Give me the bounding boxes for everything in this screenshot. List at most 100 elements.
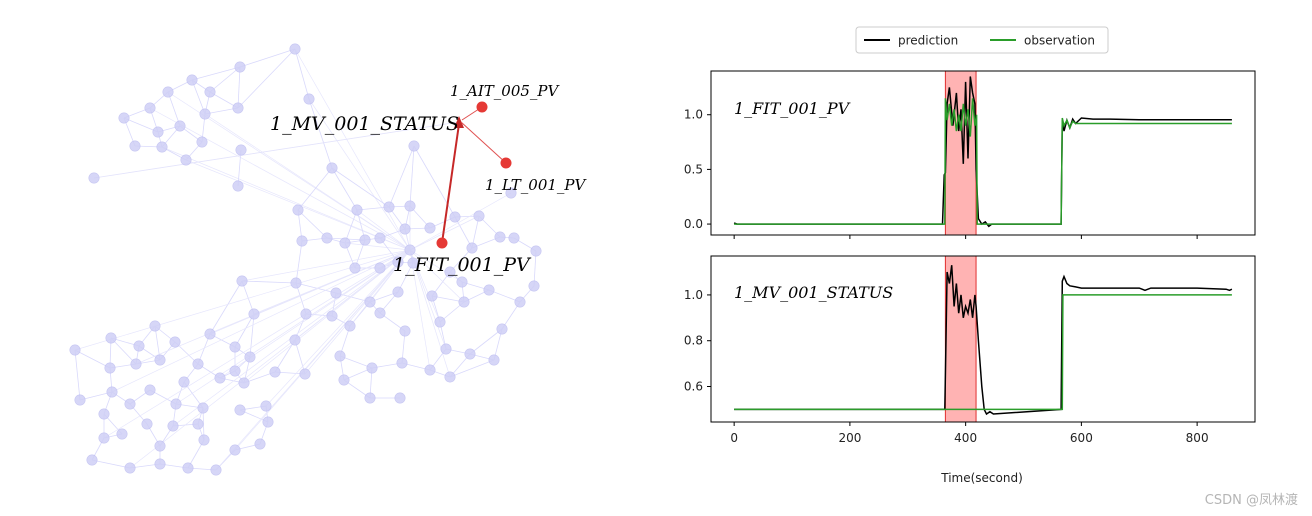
graph-edge xyxy=(331,167,390,208)
graph-edge xyxy=(110,337,137,365)
graph-node xyxy=(133,340,145,352)
edge-fit001-to-mv001 xyxy=(441,123,460,244)
graph-node xyxy=(464,348,476,360)
graph-node xyxy=(74,394,86,406)
graph-node xyxy=(197,402,209,414)
graph-edge xyxy=(123,117,159,133)
graph-node xyxy=(232,180,244,192)
graph-node xyxy=(483,284,495,296)
graph-edge xyxy=(209,280,243,335)
label-ait005: 1_AIT_005_PV xyxy=(450,82,561,100)
graph-node xyxy=(444,266,456,278)
graph-edge xyxy=(297,209,328,239)
graph-edge xyxy=(533,250,537,287)
graph-node xyxy=(124,462,136,474)
graph-edge xyxy=(191,66,241,81)
graph-node xyxy=(396,357,408,369)
graph-edge xyxy=(294,48,310,100)
graph-node xyxy=(321,232,333,244)
graph-edge xyxy=(294,339,306,375)
graph-node xyxy=(214,372,226,384)
graph-edge xyxy=(249,313,255,358)
graph-edge xyxy=(409,145,415,207)
graph-node xyxy=(289,334,301,346)
legend-label-observation: observation xyxy=(1024,34,1095,48)
graph-node xyxy=(326,310,338,322)
graph-node xyxy=(514,296,526,308)
graph-node xyxy=(204,328,216,340)
graph-edge xyxy=(241,280,297,284)
legend: prediction observation xyxy=(855,26,1109,54)
graph-node xyxy=(359,234,371,246)
graph-node xyxy=(162,86,174,98)
graph-node xyxy=(364,392,376,404)
graph-node xyxy=(254,438,266,450)
watermark: CSDN @凤林渡 xyxy=(1204,493,1298,508)
graph-edge xyxy=(409,249,451,378)
y-tick-label: 0.5 xyxy=(684,162,703,176)
graph-node xyxy=(144,102,156,114)
graph-edge xyxy=(135,249,411,365)
graph-node xyxy=(105,332,117,344)
graph-edge xyxy=(241,280,255,315)
graph-node xyxy=(154,458,166,470)
graph-edge xyxy=(339,355,373,369)
plot-frame-1 xyxy=(710,70,1256,236)
graph-node xyxy=(235,144,247,156)
graph-node xyxy=(364,296,376,308)
graph-node xyxy=(338,374,350,386)
graph-node xyxy=(458,296,470,308)
graph-edge xyxy=(409,249,465,303)
graph-node xyxy=(334,350,346,362)
graph-node xyxy=(530,245,542,257)
graph-edge xyxy=(74,349,81,401)
graph-node xyxy=(349,262,361,274)
graph-node xyxy=(299,368,311,380)
graph-node xyxy=(300,308,312,320)
graph-node xyxy=(186,74,198,86)
graph-node xyxy=(449,211,461,223)
graph-node xyxy=(192,358,204,370)
graph-node xyxy=(399,325,411,337)
graph-node xyxy=(473,210,485,222)
feature-graph: 1_AIT_005_PV 1_MV_001_STATUS 1_LT_001_PV… xyxy=(69,43,588,476)
graph-node xyxy=(528,280,540,292)
graph-node xyxy=(129,140,141,152)
graph-node xyxy=(229,365,241,377)
graph-node xyxy=(234,61,246,73)
graph-edge xyxy=(234,313,255,348)
graph-node xyxy=(244,351,256,363)
graph-node xyxy=(154,354,166,366)
graph-edge xyxy=(409,249,431,371)
graph-node xyxy=(351,204,363,216)
graph-node xyxy=(344,320,356,332)
ticks-2: 0.6 0.8 1.0 0 200 400 600 800 xyxy=(684,288,1209,445)
graph-node xyxy=(170,398,182,410)
timeseries-figure: prediction observation 0.0 0.5 1.0 1_FIT_0… xyxy=(684,26,1256,485)
graph-node xyxy=(88,172,100,184)
graph-edge xyxy=(191,79,206,115)
graph-node xyxy=(496,323,508,335)
x-tick-label: 600 xyxy=(1070,431,1093,445)
edge-lt001-to-mv001 xyxy=(460,121,507,164)
graph-node xyxy=(98,432,110,444)
graph-node xyxy=(248,308,260,320)
graph-node xyxy=(229,444,241,456)
graph-node xyxy=(174,120,186,132)
graph-edge xyxy=(237,66,241,109)
graph-edge xyxy=(167,91,181,127)
graph-edge xyxy=(237,149,242,187)
graph-node xyxy=(232,102,244,114)
graph-node xyxy=(290,277,302,289)
graph-node xyxy=(408,140,420,152)
graph-node xyxy=(407,257,419,269)
y-tick-label: 0.0 xyxy=(684,217,703,231)
arrowhead-mv001 xyxy=(454,116,464,128)
graph-node xyxy=(488,354,500,366)
node-lt001 xyxy=(500,157,512,169)
graph-node xyxy=(434,316,446,328)
graph-node xyxy=(180,154,192,166)
y-tick-label: 1.0 xyxy=(684,108,703,122)
graph-node xyxy=(374,232,386,244)
annotation-fit001: 1_FIT_001_PV xyxy=(734,99,851,118)
